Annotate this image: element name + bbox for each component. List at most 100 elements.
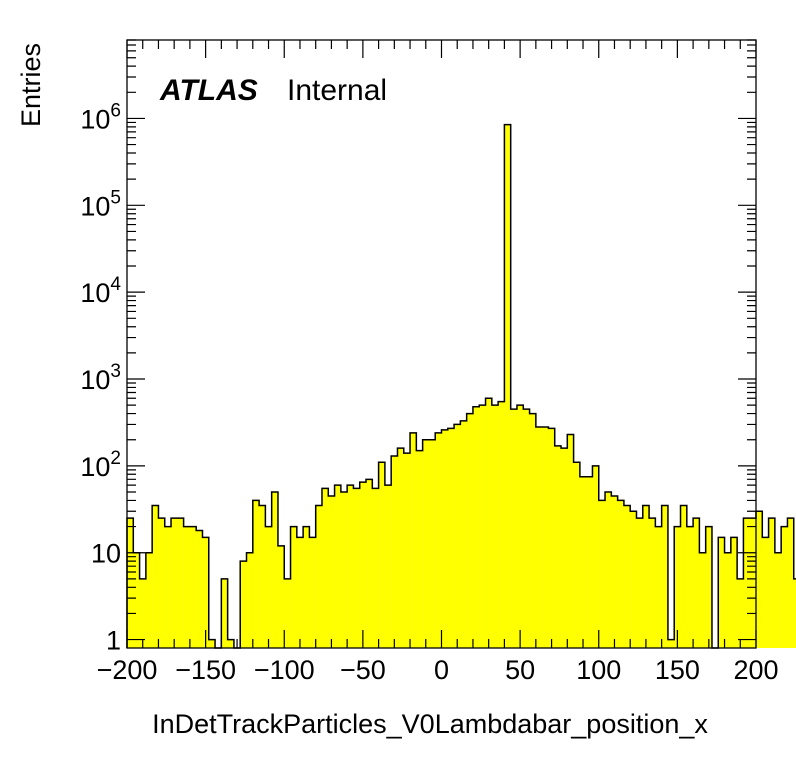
histogram-bin [535, 427, 543, 648]
x-tick-label: −50 [340, 655, 386, 685]
histogram-bin [586, 476, 593, 648]
histogram-bin [309, 537, 316, 648]
histogram-bin [774, 552, 782, 648]
histogram-bin [516, 405, 524, 648]
histogram-bin [667, 639, 675, 648]
histogram-bin [259, 505, 266, 648]
histogram-bin [397, 448, 404, 648]
histogram-bin [491, 405, 499, 648]
histogram-bin [686, 526, 694, 648]
x-tick-label: −200 [97, 655, 158, 685]
histogram-bin [127, 518, 134, 648]
histogram-bin [416, 450, 423, 648]
histogram-bin [403, 453, 411, 648]
histogram-bin [359, 482, 367, 648]
histogram-bin [592, 465, 599, 648]
y-tick-label: 104 [80, 274, 121, 308]
histogram-bin [768, 518, 776, 648]
histogram-bin [315, 505, 323, 648]
histogram-bin [372, 488, 379, 648]
histogram-bin [158, 518, 165, 648]
histogram-bin [454, 424, 461, 648]
histogram-bin [605, 492, 612, 648]
x-tick-labels: −200 −150 −100 −50 0 50 100 150 200 [97, 655, 779, 685]
histogram-bin [221, 578, 228, 648]
histogram-bin [485, 398, 493, 648]
histogram-bin [523, 409, 530, 648]
y-tick-label: 106 [80, 100, 121, 134]
histogram-bin [384, 485, 392, 648]
x-tick-label: 0 [434, 655, 449, 685]
histogram-bin [718, 537, 725, 648]
histogram-bin [737, 578, 744, 648]
histogram-bin [466, 413, 474, 648]
histogram-bin [171, 518, 178, 648]
histogram-bin [749, 518, 757, 648]
histogram-bin [705, 526, 713, 648]
histogram-bin [447, 428, 455, 648]
histogram-bin [542, 427, 549, 648]
histogram-bin [177, 518, 184, 648]
histogram-bin [674, 526, 681, 648]
histogram-bin [133, 552, 140, 648]
histogram-bin [548, 428, 555, 648]
histogram-bin [460, 420, 467, 648]
histogram-bin [661, 505, 669, 648]
x-tick-label: −150 [175, 655, 236, 685]
atlas-label: ATLAS [159, 74, 258, 107]
histogram-bin [730, 537, 738, 648]
histogram-bin [649, 518, 656, 648]
histogram-bin [202, 537, 209, 648]
y-tick-label: 105 [80, 187, 121, 221]
histogram-bin [347, 485, 354, 648]
axis-ticks [126, 39, 757, 648]
histogram-bin [428, 439, 436, 648]
histogram-bin [246, 552, 253, 648]
histogram-bin [284, 578, 291, 648]
x-axis-label: InDetTrackParticles_V0Lambdabar_position… [152, 709, 708, 739]
histogram-bin [699, 552, 706, 648]
histogram-bin [498, 401, 505, 648]
histogram-bin [265, 526, 272, 648]
histogram-bin [391, 455, 398, 648]
histogram-bin [252, 500, 260, 648]
histogram-bin [642, 505, 650, 648]
y-tick-label: 103 [80, 361, 121, 395]
histogram-bin [139, 578, 147, 648]
histogram-bin [410, 432, 417, 648]
histogram-bin [271, 492, 279, 648]
y-tick-label: 1 [106, 626, 121, 656]
histogram-bars [126, 123, 796, 649]
histogram-bin [630, 511, 637, 648]
histogram-bin [636, 518, 643, 648]
histogram-bin [196, 530, 203, 648]
y-tick-labels: 1 10 102 103 104 105 106 [80, 100, 121, 655]
y-tick-label: 10 [91, 539, 121, 569]
histogram-bin [334, 485, 342, 648]
histogram-bin [554, 445, 562, 648]
histogram-bin [529, 413, 537, 648]
histogram-bin [290, 526, 298, 648]
histogram-bin [277, 545, 285, 648]
histogram-bin [240, 561, 247, 648]
histogram-bin [693, 518, 700, 648]
histogram-bin [504, 124, 511, 648]
histogram-bin [781, 526, 788, 648]
histogram-bin [623, 505, 631, 648]
histogram-bin [617, 500, 625, 648]
histogram-bin [441, 429, 448, 648]
histogram-bin [793, 578, 796, 648]
histogram-bin [435, 432, 442, 648]
histogram-bin [561, 448, 568, 648]
histogram-bin [787, 518, 794, 648]
histogram-bin [579, 476, 587, 648]
x-tick-label: 50 [505, 655, 535, 685]
histogram-bin [510, 409, 518, 648]
histogram-bin [189, 526, 197, 648]
histogram-bin [567, 434, 574, 648]
histogram-bin [366, 479, 373, 648]
histogram-bin [353, 488, 360, 648]
histogram-bin [303, 526, 310, 648]
histogram-bin [152, 505, 159, 648]
